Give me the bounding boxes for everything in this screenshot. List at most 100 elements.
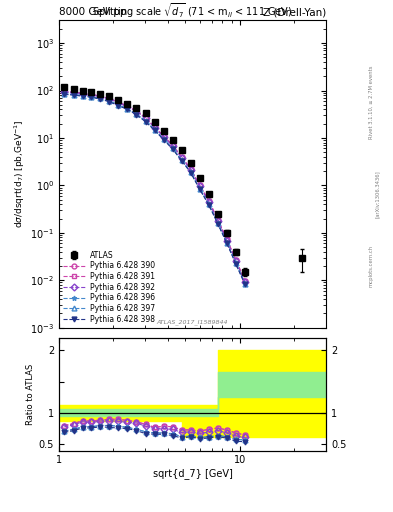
Pythia 6.428 392 <box>242 279 247 285</box>
Pythia 6.428 391 <box>179 154 184 160</box>
Pythia 6.428 391 <box>215 217 220 223</box>
Pythia 6.428 390 <box>62 89 67 95</box>
Pythia 6.428 390 <box>242 278 247 284</box>
Pythia 6.428 398 <box>233 261 238 267</box>
Pythia 6.428 392 <box>143 115 148 121</box>
Pythia 6.428 392 <box>197 183 202 189</box>
Pythia 6.428 396 <box>125 106 130 112</box>
Pythia 6.428 392 <box>107 96 112 102</box>
Pythia 6.428 397 <box>188 169 193 175</box>
Pythia 6.428 391 <box>170 142 175 148</box>
Pythia 6.428 390 <box>107 95 112 101</box>
Pythia 6.428 397 <box>170 145 175 152</box>
Pythia 6.428 398 <box>107 99 112 105</box>
Pythia 6.428 396 <box>233 260 238 266</box>
Pythia 6.428 397 <box>116 102 121 108</box>
Pythia 6.428 397 <box>152 126 157 133</box>
Pythia 6.428 390 <box>98 93 103 99</box>
Y-axis label: Ratio to ATLAS: Ratio to ATLAS <box>26 364 35 425</box>
Pythia 6.428 398 <box>125 106 130 113</box>
Pythia 6.428 392 <box>152 124 157 131</box>
Pythia 6.428 398 <box>242 281 247 287</box>
Line: Pythia 6.428 391: Pythia 6.428 391 <box>62 89 247 283</box>
Pythia 6.428 392 <box>72 90 76 96</box>
Pythia 6.428 398 <box>134 112 139 118</box>
Pythia 6.428 392 <box>80 91 85 97</box>
Pythia 6.428 391 <box>125 103 130 109</box>
Legend: ATLAS, Pythia 6.428 390, Pythia 6.428 391, Pythia 6.428 392, Pythia 6.428 396, P: ATLAS, Pythia 6.428 390, Pythia 6.428 39… <box>61 249 156 326</box>
Pythia 6.428 392 <box>62 89 67 95</box>
Pythia 6.428 398 <box>72 92 76 98</box>
Pythia 6.428 391 <box>152 124 157 130</box>
Pythia 6.428 390 <box>152 124 157 130</box>
Pythia 6.428 397 <box>197 186 202 192</box>
Pythia 6.428 398 <box>80 93 85 99</box>
Pythia 6.428 392 <box>233 259 238 265</box>
Pythia 6.428 398 <box>116 102 121 109</box>
Pythia 6.428 398 <box>62 91 67 97</box>
Pythia 6.428 390 <box>134 108 139 114</box>
Pythia 6.428 391 <box>89 91 94 97</box>
Pythia 6.428 396 <box>242 281 247 287</box>
Pythia 6.428 397 <box>62 91 67 97</box>
Pythia 6.428 390 <box>215 217 220 223</box>
Text: 8000 GeV pp: 8000 GeV pp <box>59 7 127 17</box>
X-axis label: sqrt{d_7} [GeV]: sqrt{d_7} [GeV] <box>152 468 233 479</box>
Pythia 6.428 390 <box>116 99 121 105</box>
Pythia 6.428 392 <box>224 238 229 244</box>
Pythia 6.428 398 <box>215 221 220 227</box>
Pythia 6.428 396 <box>170 145 175 152</box>
Pythia 6.428 391 <box>188 166 193 172</box>
Pythia 6.428 398 <box>170 146 175 152</box>
Pythia 6.428 390 <box>80 90 85 96</box>
Pythia 6.428 397 <box>161 136 166 142</box>
Pythia 6.428 396 <box>116 102 121 108</box>
Pythia 6.428 398 <box>179 158 184 164</box>
Pythia 6.428 397 <box>72 92 76 98</box>
Pythia 6.428 397 <box>125 106 130 112</box>
Pythia 6.428 392 <box>215 218 220 224</box>
Pythia 6.428 392 <box>161 134 166 140</box>
Text: ATLAS_2017_I1589844: ATLAS_2017_I1589844 <box>157 319 228 325</box>
Pythia 6.428 390 <box>170 142 175 148</box>
Pythia 6.428 398 <box>206 202 211 208</box>
Pythia 6.428 398 <box>152 127 157 134</box>
Text: Rivet 3.1.10, ≥ 2.7M events: Rivet 3.1.10, ≥ 2.7M events <box>369 66 374 139</box>
Pythia 6.428 391 <box>233 257 238 263</box>
Pythia 6.428 396 <box>224 240 229 246</box>
Pythia 6.428 397 <box>215 220 220 226</box>
Pythia 6.428 398 <box>188 169 193 176</box>
Pythia 6.428 391 <box>224 236 229 242</box>
Pythia 6.428 398 <box>161 137 166 143</box>
Pythia 6.428 396 <box>152 126 157 133</box>
Pythia 6.428 390 <box>179 154 184 160</box>
Text: mcplots.cern.ch: mcplots.cern.ch <box>369 245 374 287</box>
Pythia 6.428 397 <box>80 93 85 99</box>
Pythia 6.428 392 <box>89 92 94 98</box>
Pythia 6.428 390 <box>197 182 202 188</box>
Pythia 6.428 392 <box>170 143 175 150</box>
Pythia 6.428 397 <box>107 98 112 104</box>
Pythia 6.428 391 <box>62 89 67 95</box>
Pythia 6.428 391 <box>143 115 148 121</box>
Pythia 6.428 391 <box>72 89 76 95</box>
Pythia 6.428 396 <box>161 136 166 142</box>
Pythia 6.428 396 <box>134 111 139 117</box>
Pythia 6.428 396 <box>206 201 211 207</box>
Pythia 6.428 397 <box>179 157 184 163</box>
Pythia 6.428 392 <box>206 199 211 205</box>
Pythia 6.428 392 <box>134 109 139 115</box>
Pythia 6.428 392 <box>98 94 103 100</box>
Pythia 6.428 398 <box>98 96 103 102</box>
Pythia 6.428 397 <box>98 95 103 101</box>
Pythia 6.428 396 <box>143 118 148 124</box>
Pythia 6.428 390 <box>125 103 130 109</box>
Pythia 6.428 397 <box>89 94 94 100</box>
Pythia 6.428 391 <box>80 90 85 96</box>
Pythia 6.428 390 <box>233 257 238 263</box>
Pythia 6.428 397 <box>242 281 247 287</box>
Pythia 6.428 391 <box>107 95 112 101</box>
Pythia 6.428 390 <box>188 166 193 172</box>
Line: Pythia 6.428 398: Pythia 6.428 398 <box>62 92 247 287</box>
Pythia 6.428 396 <box>179 157 184 163</box>
